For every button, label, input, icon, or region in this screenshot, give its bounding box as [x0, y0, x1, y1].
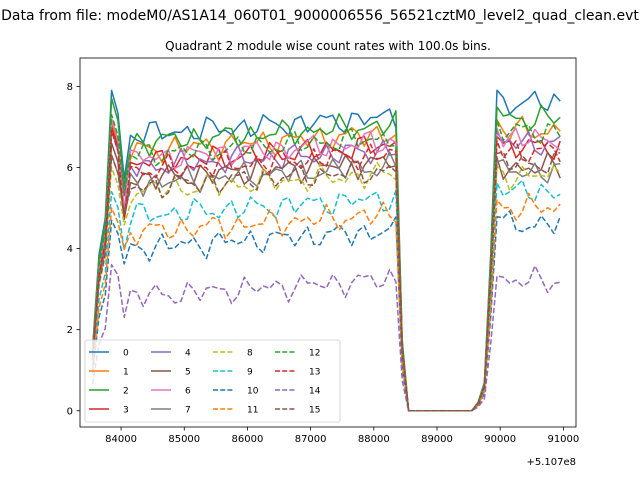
plot-lines — [91, 89, 561, 412]
legend-label-14: 14 — [309, 387, 321, 397]
legend-label-9: 9 — [247, 368, 253, 378]
legend-label-4: 4 — [185, 349, 191, 359]
x-tick-label: 90000 — [484, 434, 516, 445]
y-tick-label: 0 — [67, 406, 73, 417]
legend-label-6: 6 — [185, 387, 191, 397]
y-tick-label: 2 — [67, 325, 73, 336]
chart-title: Quadrant 2 module wise count rates with … — [165, 39, 491, 53]
legend-label-2: 2 — [123, 387, 129, 397]
legend-label-5: 5 — [185, 368, 191, 378]
x-tick-label: 89000 — [421, 434, 453, 445]
series-line-14 — [91, 264, 561, 412]
legend-box — [84, 339, 341, 423]
x-tick-label: 88000 — [358, 434, 390, 445]
x-tick-label: 84000 — [105, 434, 137, 445]
series-line-11 — [91, 192, 561, 412]
y-axis-ticks: 0 2 4 6 8 — [67, 82, 80, 417]
legend-label-10: 10 — [247, 387, 259, 397]
legend-label-11: 11 — [247, 406, 258, 416]
plot-frame — [79, 57, 577, 428]
y-tick-label: 8 — [67, 82, 73, 93]
legend-label-13: 13 — [309, 368, 320, 378]
y-tick-label: 6 — [67, 163, 73, 174]
x-offset-label: +5.107e8 — [526, 457, 576, 468]
series-line-13 — [91, 130, 561, 412]
x-tick-label: 87000 — [295, 434, 327, 445]
chart-suptitle: Data from file: modeM0/AS1A14_060T01_900… — [1, 8, 639, 24]
legend-label-0: 0 — [123, 349, 129, 359]
series-line-12 — [91, 114, 561, 412]
legend-label-12: 12 — [309, 349, 320, 359]
series-line-15 — [91, 151, 561, 412]
legend-label-7: 7 — [185, 406, 191, 416]
legend-label-8: 8 — [247, 349, 253, 359]
legend-label-3: 3 — [123, 406, 129, 416]
x-tick-label: 91000 — [547, 434, 579, 445]
legend-label-1: 1 — [123, 368, 129, 378]
series-line-9 — [91, 179, 561, 412]
y-tick-label: 4 — [67, 244, 73, 255]
x-tick-label: 85000 — [168, 434, 200, 445]
legend-label-15: 15 — [309, 406, 320, 416]
x-tick-label: 86000 — [232, 434, 264, 445]
x-axis-ticks: 84000 85000 86000 87000 88000 89000 90000 91000 — [105, 427, 579, 445]
